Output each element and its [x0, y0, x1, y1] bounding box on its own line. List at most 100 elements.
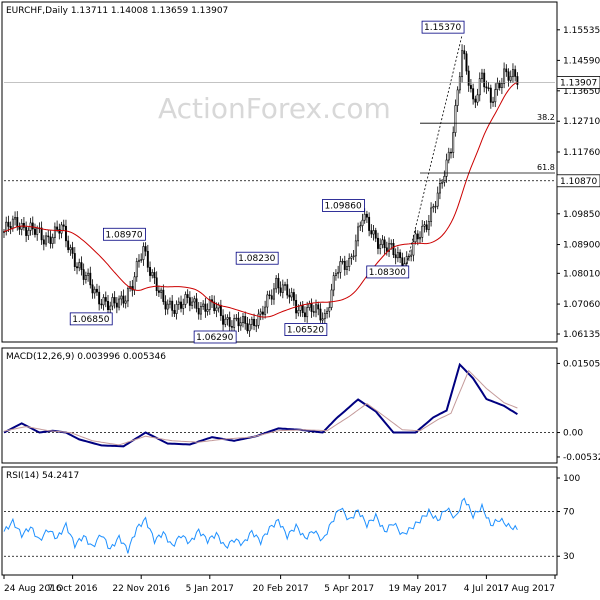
candle	[317, 301, 320, 316]
candle	[505, 64, 508, 77]
candle-body	[27, 230, 30, 236]
candle	[87, 268, 90, 282]
last-price-label: 1.13907	[560, 78, 597, 88]
candle-body	[255, 325, 258, 327]
candle-body	[149, 267, 152, 276]
candle-body	[175, 303, 178, 314]
candle-body	[91, 284, 94, 294]
candle	[76, 262, 78, 275]
candle	[157, 285, 160, 297]
candle	[264, 300, 267, 319]
candle-body	[69, 247, 72, 251]
candle-body	[100, 303, 103, 306]
candle-body	[162, 289, 165, 302]
candle	[197, 302, 200, 320]
price-label-frame	[322, 199, 365, 212]
candle	[281, 279, 284, 299]
candle-body	[171, 300, 174, 311]
candle-body	[84, 275, 87, 280]
candle-body	[352, 255, 355, 258]
candle-body	[206, 309, 209, 312]
candle	[489, 84, 492, 109]
price-label: 1.08300	[369, 268, 406, 278]
candle-body	[169, 300, 171, 305]
candle-body	[188, 297, 191, 306]
candle-body	[511, 69, 514, 77]
candle-body	[215, 307, 218, 312]
candle-body	[299, 305, 302, 311]
price-y-tick-label: 1.07060	[563, 300, 600, 310]
candle	[273, 283, 275, 305]
candle-body	[219, 304, 222, 316]
candle-body	[153, 272, 156, 279]
x-tick-label: 17 Aug 2017	[497, 584, 555, 594]
candle	[67, 235, 70, 253]
candle	[40, 221, 43, 245]
candle-body	[126, 288, 129, 302]
candle-body	[31, 222, 34, 230]
candle	[228, 311, 231, 332]
candle	[151, 269, 154, 279]
candle-body	[441, 181, 444, 184]
price-panel: 1.15535 1.14590 1.13650 1.12710 1.11760 1.098…	[3, 20, 600, 344]
price-y-tick-label: 1.09850	[563, 210, 600, 220]
last-price-label-box: 1.13907	[556, 76, 600, 89]
candle-body	[239, 322, 242, 327]
candle	[365, 210, 368, 224]
candle-body	[423, 224, 426, 227]
candle	[215, 302, 218, 318]
candle	[104, 291, 107, 308]
candle-body	[78, 262, 81, 269]
candle-body	[425, 224, 428, 230]
candle-body	[160, 289, 163, 293]
candle-body	[463, 50, 466, 55]
rsi-panel-title: RSI(14) 54.2417	[6, 471, 79, 481]
candle	[423, 220, 426, 233]
candle-body	[434, 205, 437, 208]
candle-body	[467, 70, 470, 86]
candle-body	[45, 235, 48, 245]
candle	[441, 179, 444, 189]
candle	[425, 220, 428, 233]
candle-body	[443, 176, 446, 183]
candle	[180, 295, 182, 313]
candle-body	[414, 233, 417, 243]
fib-level-label: 38.2	[537, 113, 555, 122]
candle-body	[115, 302, 118, 308]
candle-body	[193, 298, 196, 303]
candle	[284, 281, 286, 291]
candle	[246, 316, 249, 334]
candle	[142, 242, 145, 266]
candle-body	[315, 304, 317, 313]
candle	[374, 227, 377, 243]
x-tick-label: 22 Nov 2016	[112, 584, 170, 594]
candle	[188, 291, 191, 312]
candle-body	[144, 246, 147, 252]
candle-body	[142, 246, 145, 260]
candle	[507, 68, 510, 87]
candle-body	[281, 284, 284, 293]
price-label-box: 1.15370	[421, 20, 465, 34]
candle	[326, 307, 329, 319]
candle	[359, 221, 362, 232]
macd-panel-title: MACD(12,26,9) 0.003996 0.005346	[6, 352, 166, 362]
candle-body	[155, 277, 158, 292]
candle-body	[87, 272, 90, 276]
candle	[82, 263, 85, 286]
price-label: 1.15370	[424, 23, 461, 33]
candle	[115, 297, 118, 314]
candle-body	[392, 243, 395, 256]
price-panel-title: EURCHF,Daily 1.13711 1.14008 1.13659 1.1…	[6, 6, 228, 16]
candle	[177, 297, 180, 310]
candle	[186, 289, 189, 304]
candle-body	[257, 313, 260, 326]
last-price-label-frame	[556, 76, 600, 89]
candle	[160, 287, 163, 299]
candle	[22, 216, 25, 231]
candle	[421, 220, 424, 243]
candle-body	[407, 255, 410, 258]
candle	[357, 222, 360, 247]
price-y-tick-label: 1.06135	[563, 330, 600, 340]
candle-body	[18, 226, 21, 230]
